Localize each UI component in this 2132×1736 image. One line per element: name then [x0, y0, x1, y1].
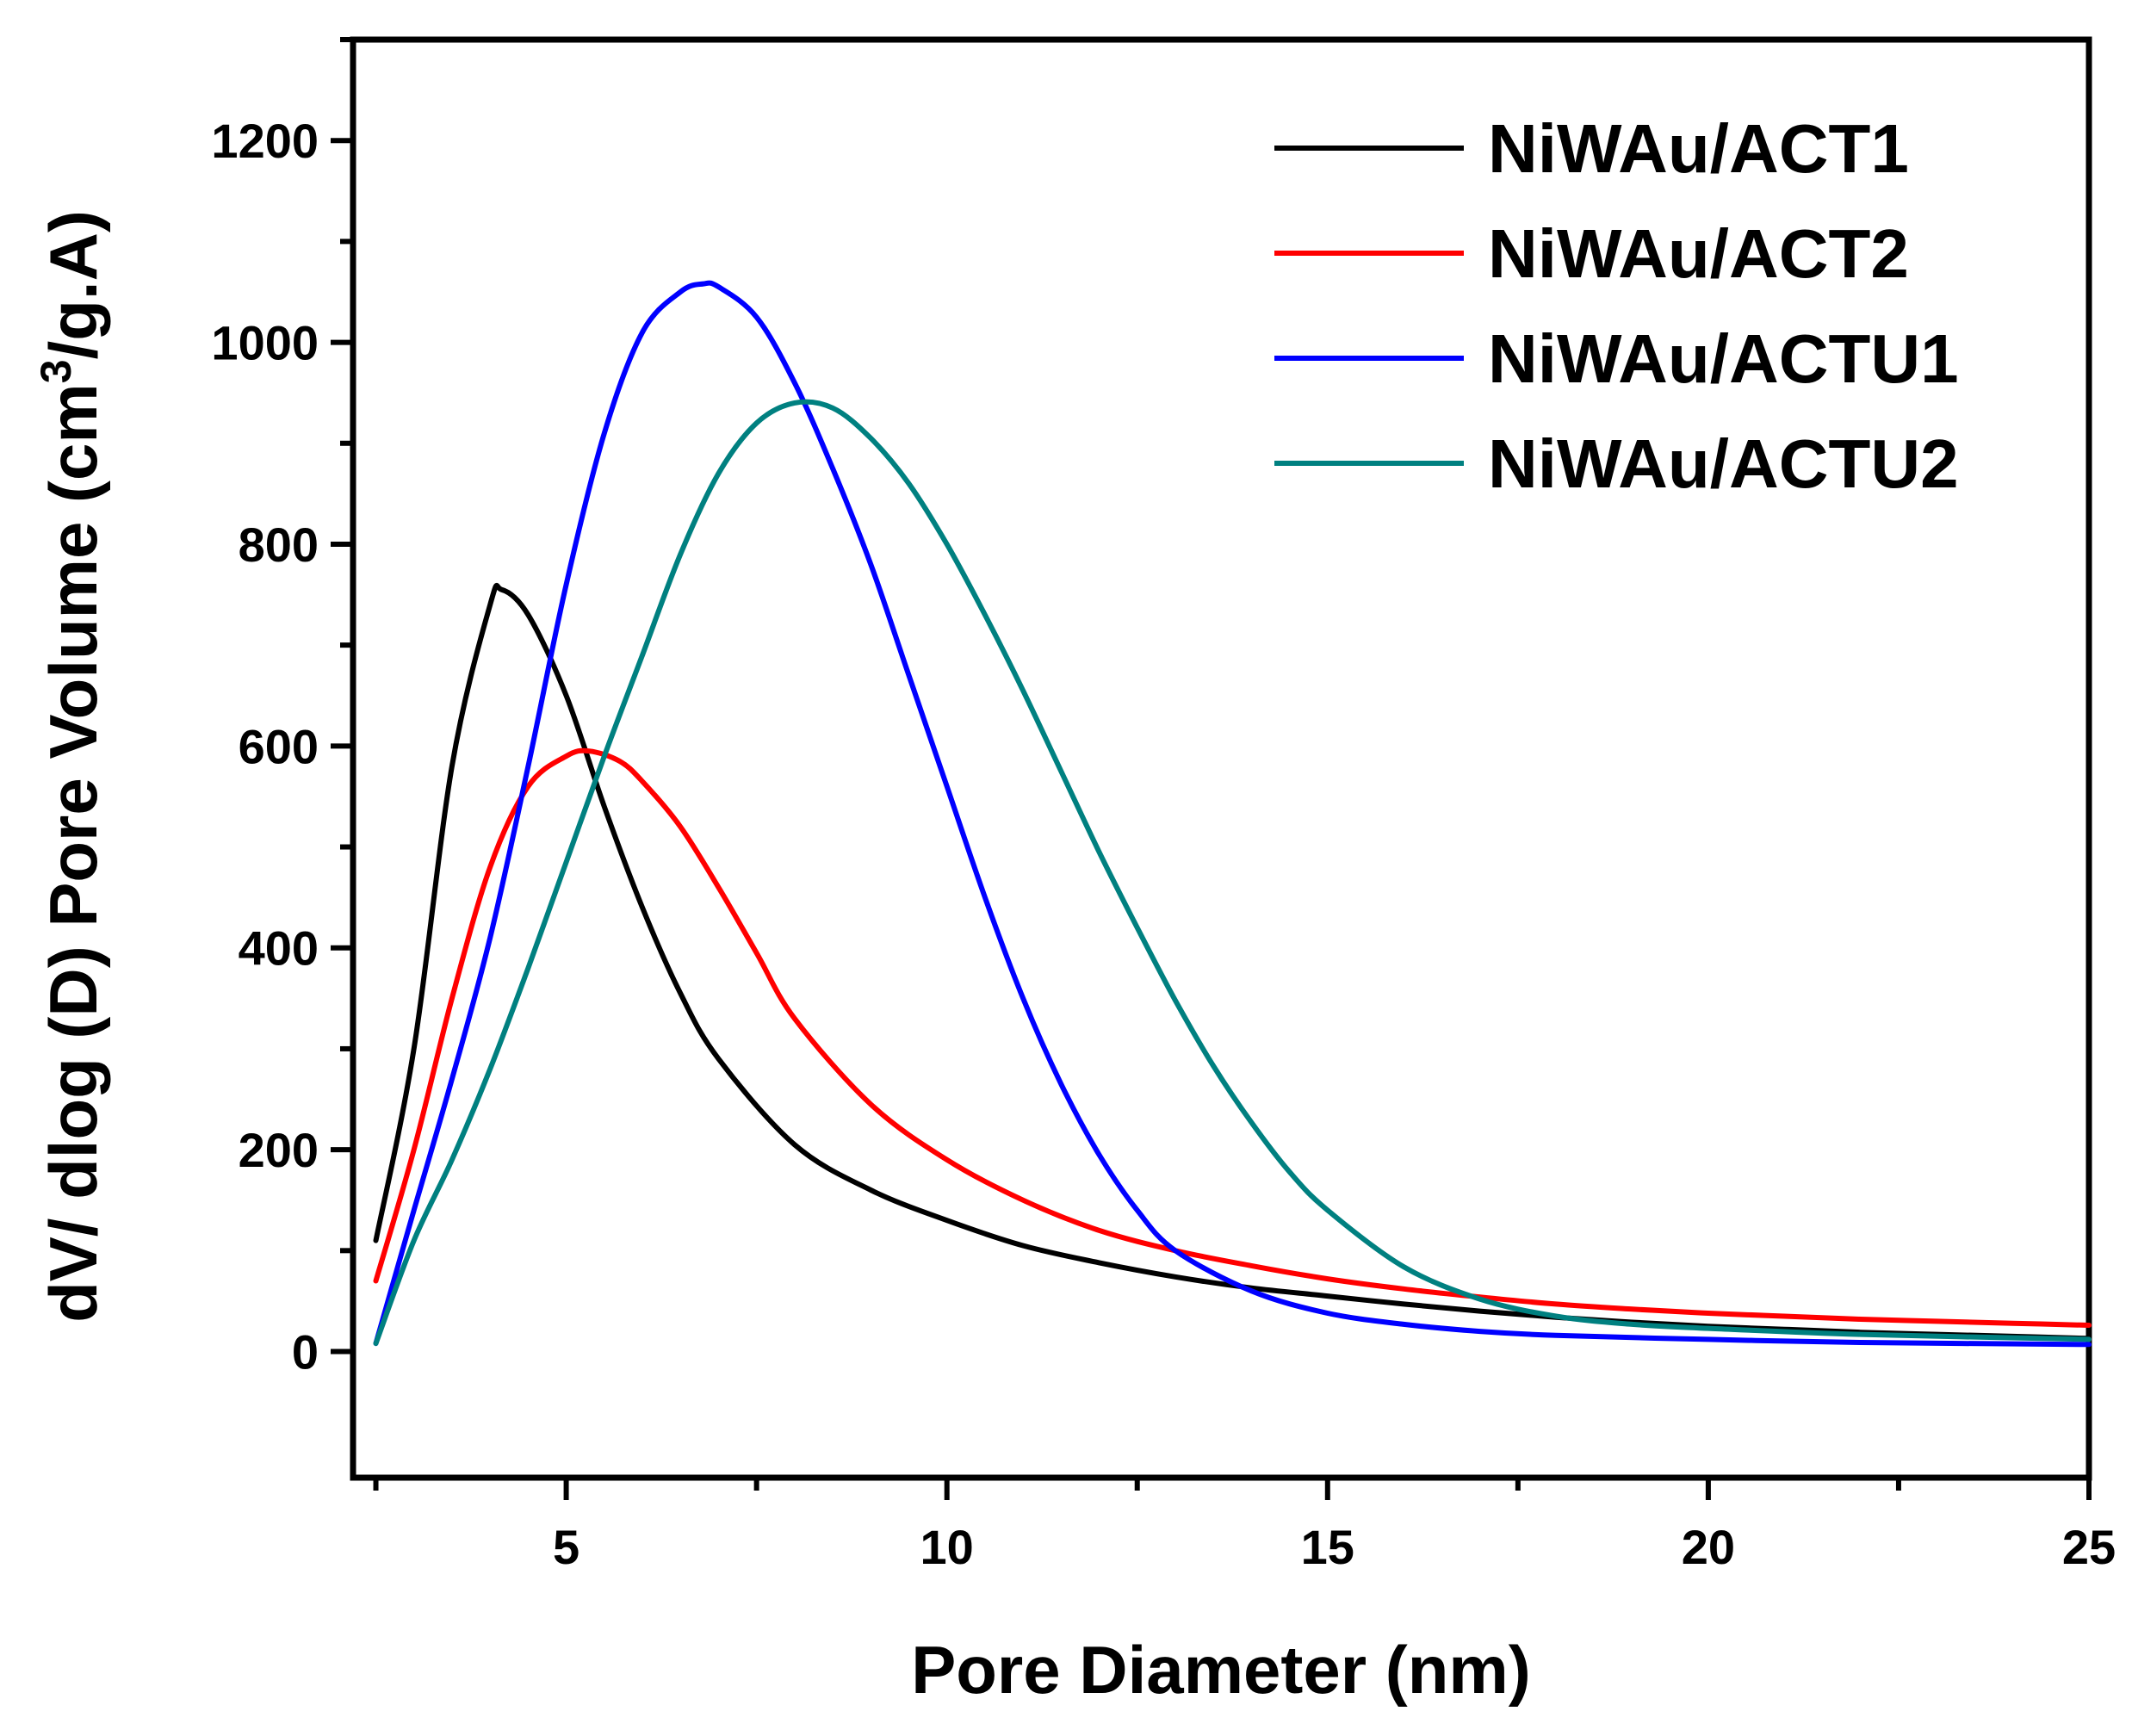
- x-tick-label: 20: [1682, 1520, 1735, 1574]
- series-line-3: [373, 280, 2092, 1348]
- x-axis-title: Pore Diameter (nm): [911, 1632, 1531, 1708]
- x-tick-label: 25: [2062, 1520, 2116, 1574]
- y-axis-ticks: 0 200 400 600 800 1000 1200: [211, 37, 353, 1380]
- series-line-4: [373, 399, 2092, 1347]
- plot-frame: [350, 36, 2092, 1481]
- legend-label-4: NiWAu/ACTU2: [1488, 425, 1959, 502]
- y-tick-label: 1000: [211, 316, 319, 370]
- x-axis-ticks: 5 10 15 20 25: [373, 1478, 2116, 1574]
- y-tick-label: 0: [292, 1325, 319, 1380]
- x-tick-label: 5: [553, 1520, 579, 1574]
- y-tick-label: 800: [239, 518, 319, 572]
- y-axis-title-main: dV/ dlog (D) Pore Volume (cm: [35, 383, 111, 1323]
- y-tick-label: 600: [239, 719, 319, 773]
- y-axis-title: dV/ dlog (D) Pore Volume (cm3/g.A): [32, 210, 111, 1323]
- x-tick-label: 15: [1301, 1520, 1354, 1574]
- series-line-1: [373, 582, 2092, 1342]
- y-tick-label: 200: [239, 1123, 319, 1177]
- legend: NiWAu/ACT1 NiWAu/ACT2 NiWAu/ACTU1 NiWAu/ACT…: [1274, 110, 1959, 502]
- legend-label-3: NiWAu/ACTU1: [1488, 320, 1959, 397]
- series-line-2: [373, 747, 2092, 1328]
- y-axis-title-tail: /g.A): [35, 210, 111, 359]
- legend-label-1: NiWAu/ACT1: [1488, 110, 1909, 187]
- y-tick-label: 400: [239, 921, 319, 976]
- series-curves: [373, 280, 2092, 1348]
- y-axis-title-sup: 3: [32, 359, 80, 383]
- legend-label-2: NiWAu/ACT2: [1488, 215, 1909, 292]
- x-tick-label: 10: [920, 1520, 974, 1574]
- y-tick-label: 1200: [211, 114, 319, 168]
